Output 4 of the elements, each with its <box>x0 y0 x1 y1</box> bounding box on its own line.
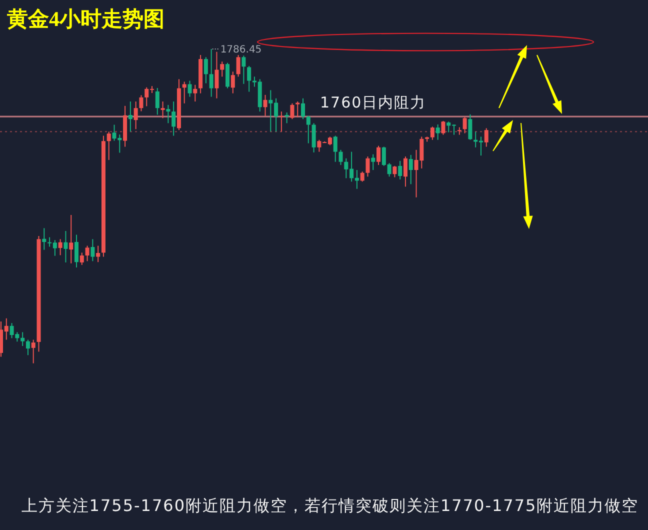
title: 黄金4小时走势图 <box>7 7 164 31</box>
note: 上方关注1755-1760附近阻力做空，若行情突破则关注1770-1775附近阻力做空 <box>21 496 639 515</box>
value-label: 1786.45 <box>220 44 262 56</box>
ref-line-label: 1760日内阻力 <box>320 94 426 112</box>
